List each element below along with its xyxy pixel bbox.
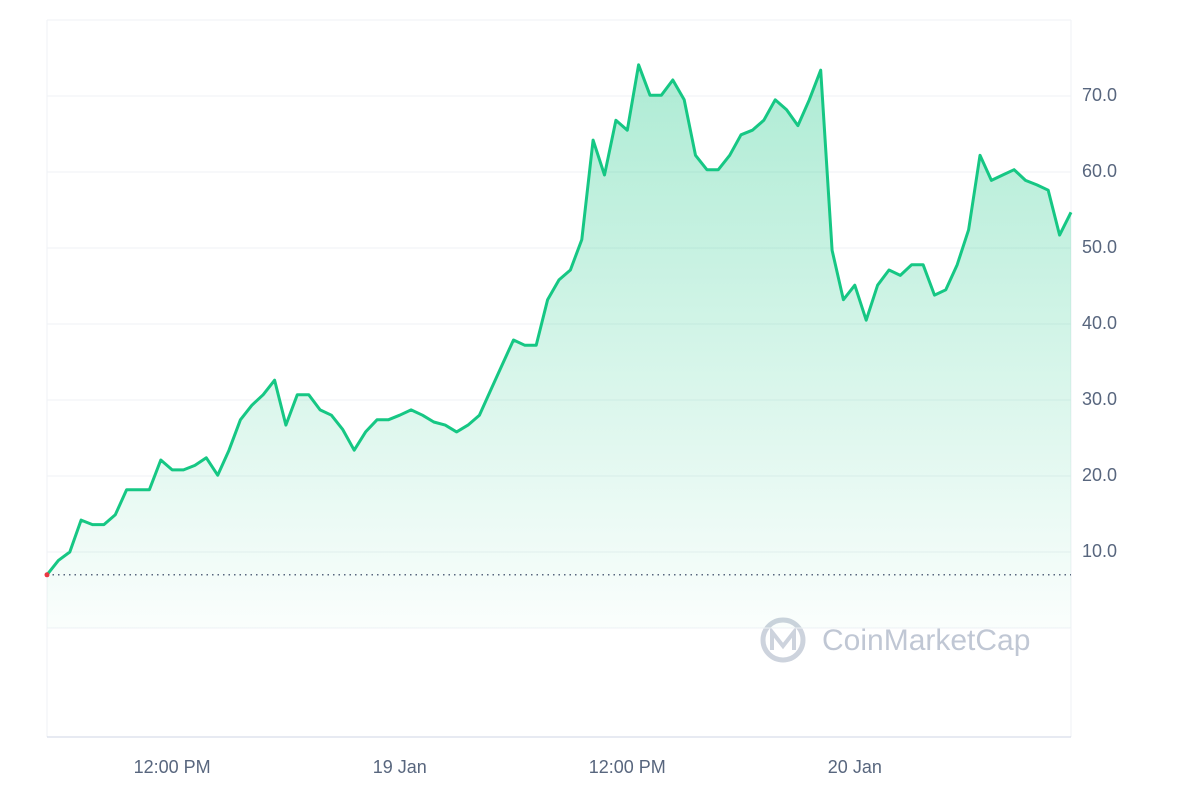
y-tick-label: 60.0	[1082, 161, 1117, 181]
y-tick-label: 30.0	[1082, 389, 1117, 409]
watermark: CoinMarketCap	[822, 624, 1030, 657]
x-tick-label: 20 Jan	[828, 757, 882, 777]
area	[47, 64, 1071, 629]
y-tick-label: 40.0	[1082, 313, 1117, 333]
x-tick-label: 12:00 PM	[134, 757, 211, 777]
y-tick-label: 50.0	[1082, 237, 1117, 257]
start-point	[44, 572, 50, 578]
y-tick-label: 70.0	[1082, 85, 1117, 105]
x-tick-label: 12:00 PM	[589, 757, 666, 777]
x-tick-label: 19 Jan	[373, 757, 427, 777]
y-tick-label: 10.0	[1082, 541, 1117, 561]
y-tick-label: 20.0	[1082, 465, 1117, 485]
price-line	[45, 63, 1073, 576]
